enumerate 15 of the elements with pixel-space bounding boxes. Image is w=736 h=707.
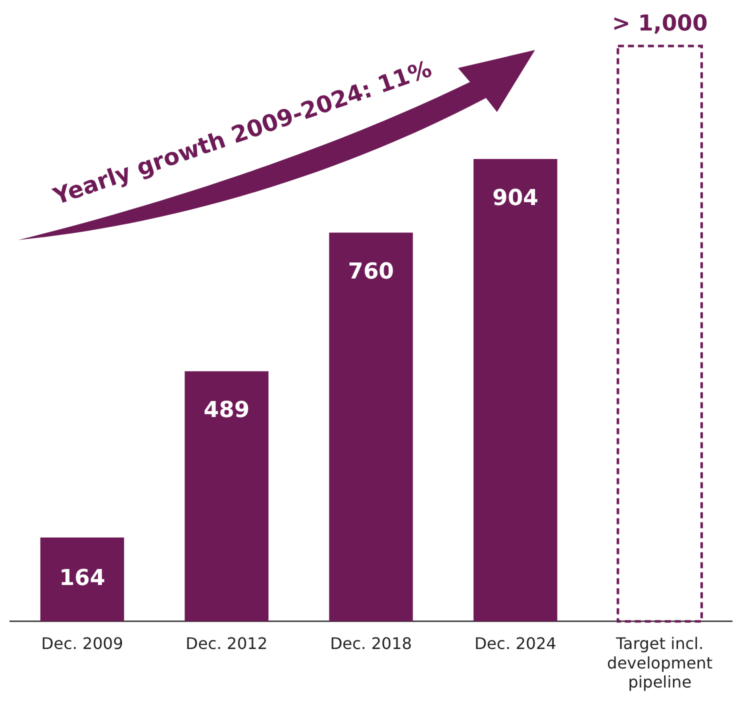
data-label: 760 — [348, 259, 394, 284]
bar — [184, 371, 268, 622]
bar — [40, 538, 124, 622]
x-tick-label: Dec. 2009 — [41, 634, 124, 654]
x-tick-label: Target incl. development pipeline — [607, 634, 713, 692]
x-tick-label: Dec. 2018 — [330, 634, 412, 654]
bar — [616, 44, 703, 623]
bar — [329, 232, 413, 622]
x-tick-label: Dec. 2012 — [186, 634, 268, 654]
bar — [474, 159, 558, 622]
data-label: 164 — [59, 566, 106, 592]
data-label: 904 — [492, 186, 538, 211]
x-tick-label: Dec. 2024 — [474, 634, 556, 654]
data-label: 489 — [204, 398, 250, 424]
data-label: > 1,000 — [612, 12, 708, 37]
